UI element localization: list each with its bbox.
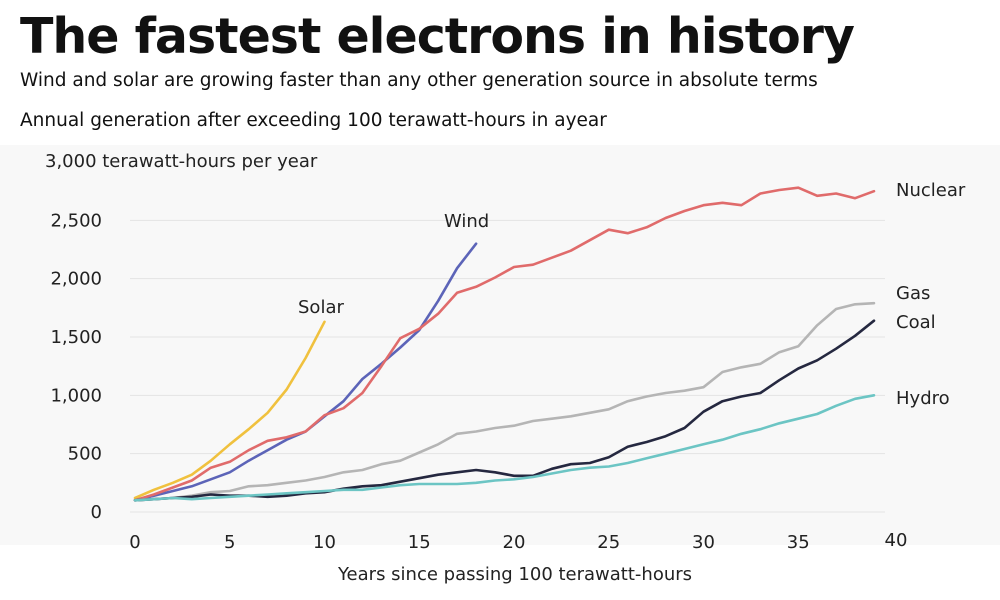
plot-background [0,145,1000,545]
x-tick-label: 0 [129,532,140,553]
chart-heading: Annual generation after exceeding 100 te… [20,110,607,131]
series-line-nuclear [133,186,876,502]
x-tick-label: 25 [597,532,620,553]
series-label-coal: Coal [896,312,936,333]
x-tick-label: 5 [224,532,235,553]
series-line-gas [133,301,876,502]
chart-subtitle: Wind and solar are growing faster than a… [20,70,818,91]
series-label-wind: Wind [444,211,489,232]
grid-layer [130,219,885,513]
y-tick-label: 1,000 [50,385,102,406]
chart-title: The fastest electrons in history [20,8,855,65]
x-tick-layer: 0 5 10 15 20 25 30 35 40 [129,530,907,553]
y-axis-label: 3,000 terawatt-hours per year [45,151,318,172]
x-axis-label: Years since passing 100 terawatt-hours [337,564,692,585]
y-tick-label: 0 [91,502,102,523]
x-tick-label: 30 [692,532,715,553]
y-tick-label: 2,000 [50,269,102,290]
series-label-hydro: Hydro [896,388,950,409]
x-tick-label: 35 [787,532,810,553]
series-label-solar: Solar [298,297,344,318]
series-line-hydro [133,393,876,502]
series-label-nuclear: Nuclear [896,180,966,201]
x-tick-label: 40 [885,530,908,551]
y-tick-label: 2,500 [50,210,102,231]
series-line-solar [133,320,326,500]
x-tick-label: 10 [313,532,336,553]
series-label-gas: Gas [896,283,930,304]
series-layer [133,186,876,502]
x-tick-label: 15 [408,532,431,553]
y-tick-label: 500 [68,444,102,465]
x-tick-label: 20 [503,532,526,553]
series-label-layer: Solar Wind Nuclear Gas Coal Hydro [298,180,966,409]
y-tick-layer: 0 500 1,000 1,500 2,000 2,500 [50,210,102,523]
y-tick-label: 1,500 [50,327,102,348]
